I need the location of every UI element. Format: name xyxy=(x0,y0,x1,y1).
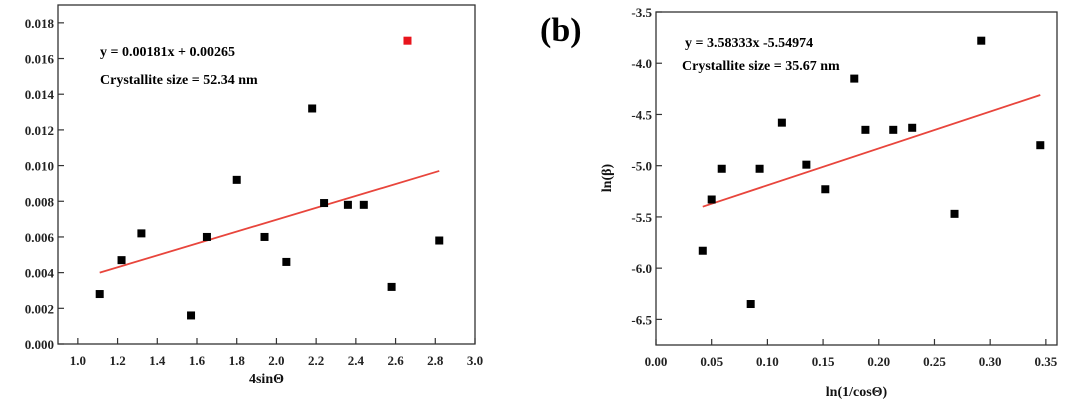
x-axis-label: ln(1/cosΘ) xyxy=(826,385,888,400)
plot-frame xyxy=(57,4,476,345)
data-point xyxy=(260,232,269,241)
data-point xyxy=(802,160,811,169)
data-point xyxy=(707,195,716,204)
data-point-highlighted xyxy=(403,36,412,45)
y-tick-label: 0.012 xyxy=(25,123,54,138)
data-point xyxy=(232,175,241,184)
data-point xyxy=(977,36,986,45)
y-tick-label: 0.010 xyxy=(25,159,54,174)
y-tick-label: -3.5 xyxy=(631,5,652,20)
data-point xyxy=(202,232,211,241)
y-tick-label: 0.014 xyxy=(25,87,55,102)
x-tick-label: 2.6 xyxy=(387,353,404,368)
data-point xyxy=(282,257,291,266)
x-tick-label: 1.6 xyxy=(189,353,206,368)
data-point xyxy=(755,164,764,173)
fit-line xyxy=(99,170,440,274)
y-tick-label: -6.5 xyxy=(631,312,652,327)
crystallite-size: Crystallite size = 52.34 nm xyxy=(100,73,258,88)
x-tick-label: 1.8 xyxy=(229,353,246,368)
crystallite-size: Crystallite size = 35.67 nm xyxy=(682,59,840,74)
y-tick-label: 0.008 xyxy=(25,194,55,209)
y-axis-label: ln(β) xyxy=(600,163,615,192)
y-tick-label: 0.000 xyxy=(25,337,54,352)
y-tick-label: 0.004 xyxy=(25,266,55,281)
data-point xyxy=(308,104,317,113)
fit-equation: y = 0.00181x + 0.00265 xyxy=(100,45,235,60)
y-tick-label: -5.0 xyxy=(631,159,652,174)
data-point xyxy=(861,125,870,134)
x-tick-label: 1.0 xyxy=(70,353,86,368)
y-tick-label: 0.002 xyxy=(25,301,54,316)
data-point xyxy=(343,200,352,209)
data-point xyxy=(746,300,755,309)
data-point xyxy=(387,282,396,291)
data-point xyxy=(889,125,898,134)
x-tick-label: 2.0 xyxy=(268,353,284,368)
x-tick-label: 2.2 xyxy=(308,353,324,368)
x-tick-label: 2.8 xyxy=(427,353,444,368)
data-point xyxy=(821,185,830,194)
data-point xyxy=(137,229,146,238)
x-tick-label: 0.35 xyxy=(1034,354,1057,369)
data-point xyxy=(850,74,859,83)
x-tick-label: 2.4 xyxy=(348,353,365,368)
plot-frame xyxy=(655,11,1058,346)
chart-panel-b: 0.00 0.05 0.10 0.15 0.20 0.25 0.30 0.35 -3.5 -4.0… xyxy=(540,5,1058,400)
data-point xyxy=(95,290,104,299)
x-tick-label: 0.15 xyxy=(812,354,835,369)
x-axis-label: 4sinΘ xyxy=(249,372,284,387)
data-point xyxy=(320,199,329,208)
data-point xyxy=(359,200,368,209)
y-tick-label: -4.0 xyxy=(631,56,652,71)
data-point xyxy=(435,236,444,245)
data-point xyxy=(117,256,126,265)
y-tick-label: 0.016 xyxy=(25,52,55,67)
data-point xyxy=(1036,141,1045,150)
data-point xyxy=(777,118,786,127)
fit-equation: y = 3.58333x -5.54974 xyxy=(685,36,813,51)
data-point xyxy=(187,311,196,320)
y-tick-label: 0.018 xyxy=(25,16,55,31)
y-tick-label: -5.5 xyxy=(631,210,652,225)
y-tick-label: 0.006 xyxy=(25,230,55,245)
x-tick-label: 0.30 xyxy=(979,354,1002,369)
chart-panel-a: 1.0 1.2 1.4 1.6 1.8 2.0 2.2 2.4 2.6 2.8 3.0 0.000 0.… xyxy=(25,4,483,387)
data-point xyxy=(717,164,726,173)
x-tick-label: 1.4 xyxy=(149,353,166,368)
data-point xyxy=(698,246,707,255)
x-tick-label: 0.25 xyxy=(923,354,946,369)
data-point xyxy=(950,209,959,218)
panel-label: (b) xyxy=(540,12,582,49)
y-tick-label: -4.5 xyxy=(631,107,652,122)
x-tick-label: 0.00 xyxy=(645,354,668,369)
x-tick-label: 1.2 xyxy=(109,353,125,368)
y-tick-label: -6.0 xyxy=(631,261,652,276)
x-tick-label: 3.0 xyxy=(467,353,483,368)
x-tick-label: 0.10 xyxy=(756,354,779,369)
x-tick-label: 0.20 xyxy=(867,354,890,369)
data-point xyxy=(908,123,917,132)
x-tick-label: 0.05 xyxy=(700,354,723,369)
fit-line xyxy=(702,94,1041,208)
